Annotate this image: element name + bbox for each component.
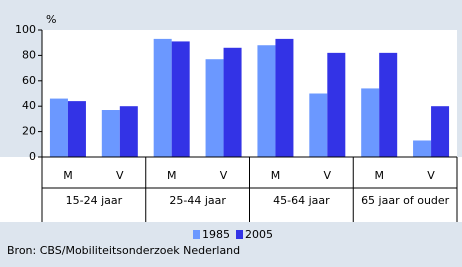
y-tick-label: 0	[29, 150, 36, 163]
group-label: 25-44 jaar	[169, 194, 226, 207]
bar	[67, 101, 86, 157]
bar	[49, 98, 68, 157]
bar	[309, 93, 328, 157]
legend-swatch	[193, 230, 200, 239]
bar	[327, 52, 346, 157]
y-tick-label: 60	[22, 74, 36, 87]
group-label: 65 jaar of ouder	[361, 194, 450, 207]
x-tick-label: M	[167, 169, 177, 182]
bar	[379, 52, 398, 157]
group-label: 45-64 jaar	[273, 194, 330, 207]
x-tick-label: M	[374, 169, 384, 182]
x-tick-label: V	[116, 169, 124, 182]
bar	[413, 140, 432, 157]
x-tick-label: V	[220, 169, 228, 182]
x-tick-label: M	[63, 169, 73, 182]
legend-swatch	[236, 230, 243, 239]
y-tick-label: 40	[22, 99, 36, 112]
bar	[431, 106, 450, 157]
legend-label: 1985	[202, 228, 230, 241]
bar	[101, 110, 120, 157]
category-area	[0, 157, 462, 222]
bar	[205, 59, 224, 157]
source: Bron: CBS/Mobiliteitsonderzoek Nederland	[7, 244, 240, 257]
bar	[153, 38, 172, 157]
group-label: 15-24 jaar	[65, 194, 123, 207]
bar	[257, 45, 276, 157]
x-tick-label: V	[427, 169, 435, 182]
bar	[275, 38, 294, 157]
x-tick-label: M	[271, 169, 281, 182]
y-tick-label: 100	[15, 23, 36, 36]
bar	[171, 41, 190, 157]
y-axis-label: %	[46, 13, 56, 26]
x-tick-label: V	[324, 169, 332, 182]
y-tick-label: 20	[22, 125, 36, 138]
bar	[223, 47, 242, 157]
bar	[361, 88, 380, 157]
legend-label: 2005	[245, 228, 273, 241]
bar	[119, 106, 138, 157]
y-tick-label: 80	[22, 48, 36, 61]
